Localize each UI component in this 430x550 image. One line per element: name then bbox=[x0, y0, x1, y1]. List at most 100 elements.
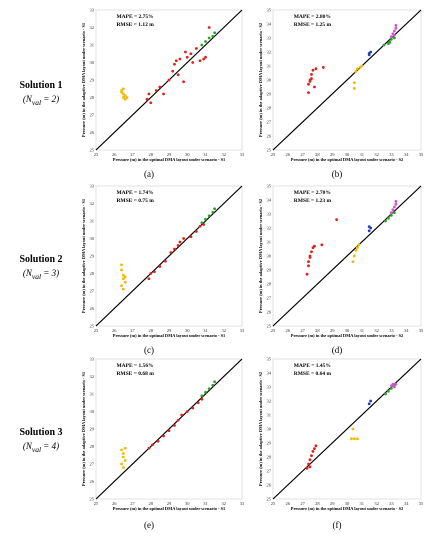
data-point-red bbox=[310, 250, 313, 254]
data-point-red bbox=[156, 439, 160, 443]
data-point-yellow bbox=[121, 96, 125, 99]
nval-label: (Nval = 3) bbox=[22, 268, 60, 281]
x-tick-label: 33 bbox=[240, 152, 245, 157]
data-point-yellow bbox=[353, 81, 356, 85]
data-point-yellow bbox=[125, 96, 129, 99]
data-point-yellow bbox=[121, 287, 125, 291]
x-tick-label: 25 bbox=[94, 328, 99, 333]
x-tick-label: 29 bbox=[330, 501, 335, 506]
y-tick-label: 33 bbox=[267, 212, 272, 217]
data-point-red bbox=[163, 259, 167, 263]
data-point-red bbox=[191, 406, 195, 410]
x-tick-label: 29 bbox=[167, 328, 172, 333]
x-tick-label: 31 bbox=[360, 152, 365, 157]
identity-line bbox=[272, 358, 422, 500]
x-tick-label: 34 bbox=[404, 328, 409, 333]
y-tick-label: 34 bbox=[267, 371, 272, 376]
y-tick-label: 28 bbox=[90, 271, 95, 276]
data-point-yellow bbox=[121, 87, 125, 91]
y-tick-label: 34 bbox=[267, 22, 272, 27]
x-tick-label: 25 bbox=[271, 152, 276, 157]
data-point-red bbox=[176, 73, 180, 77]
nval-label: (Nval = 4) bbox=[22, 441, 60, 454]
data-point-red bbox=[305, 466, 309, 470]
data-point-green bbox=[200, 221, 204, 225]
y-tick-label: 32 bbox=[90, 25, 95, 30]
data-point-red bbox=[307, 82, 310, 86]
data-point-red bbox=[145, 97, 149, 101]
data-point-yellow bbox=[355, 246, 359, 249]
data-point-yellow bbox=[355, 437, 359, 441]
x-axis-label: Pressure (m) in the optimal DMA layout u… bbox=[113, 506, 225, 511]
x-tick-label: 27 bbox=[130, 501, 135, 506]
x-tick-label: 31 bbox=[360, 501, 365, 506]
data-point-yellow bbox=[121, 277, 125, 281]
y-tick-label: 25 bbox=[267, 148, 272, 153]
x-tick-label: 31 bbox=[203, 152, 208, 157]
x-tick-label: 26 bbox=[112, 328, 117, 333]
y-tick-label: 28 bbox=[90, 444, 95, 449]
x-axis-label: Pressure (m) in the optimal DMA layout u… bbox=[113, 333, 225, 338]
y-tick-label: 33 bbox=[267, 36, 272, 41]
data-point-yellow bbox=[351, 427, 355, 431]
rmse-label: RMSE = 0.64 m bbox=[294, 371, 332, 377]
data-point-yellow bbox=[120, 268, 123, 272]
data-point-red bbox=[202, 57, 206, 61]
data-point-magenta bbox=[390, 35, 393, 38]
y-tick-label: 29 bbox=[90, 254, 95, 259]
data-point-yellow bbox=[353, 87, 356, 90]
y-tick-label: 32 bbox=[267, 50, 272, 55]
x-tick-label: 28 bbox=[149, 501, 154, 506]
data-point-magenta bbox=[394, 382, 398, 386]
data-point-blue bbox=[369, 399, 373, 403]
nval-label: (Nval = 2) bbox=[22, 94, 60, 107]
data-point-green bbox=[387, 216, 390, 220]
data-point-red bbox=[176, 418, 180, 422]
x-tick-label: 35 bbox=[419, 152, 424, 157]
data-point-red bbox=[167, 78, 171, 82]
y-tick-label: 33 bbox=[90, 8, 95, 13]
data-point-green bbox=[207, 36, 211, 40]
x-tick-label: 32 bbox=[222, 501, 227, 506]
y-tick-label: 27 bbox=[267, 469, 272, 474]
x-tick-label: 34 bbox=[404, 152, 409, 157]
caption-f: (f) bbox=[332, 520, 342, 530]
x-axis-label: Pressure (m) in the optimal DMA layout u… bbox=[291, 506, 403, 511]
data-point-yellow bbox=[353, 437, 356, 441]
data-point-red bbox=[307, 462, 310, 466]
x-tick-label: 32 bbox=[374, 152, 379, 157]
x-tick-label: 33 bbox=[240, 501, 245, 506]
data-point-magenta bbox=[391, 208, 395, 212]
data-point-red bbox=[158, 85, 162, 89]
scatter-panel-b: 25 26 27 28 29 30 31 32 33 34 35 25 26 27 28 29 30 31 32 33… bbox=[258, 8, 424, 163]
x-tick-label: 28 bbox=[315, 152, 320, 157]
data-point-yellow bbox=[360, 64, 364, 68]
data-point-red bbox=[182, 80, 185, 84]
mape-label: MAPE = 1.45% bbox=[294, 363, 331, 369]
data-point-magenta bbox=[394, 200, 398, 203]
y-tick-label: 30 bbox=[90, 236, 95, 241]
data-point-red bbox=[189, 235, 193, 239]
scatter-panel-d: 25 26 27 28 29 30 31 32 33 34 35 25 26 27 28 29 30 31 32 33… bbox=[258, 184, 424, 339]
solution-title: Solution 1 bbox=[19, 80, 63, 91]
y-tick-label: 27 bbox=[90, 462, 95, 467]
y-tick-label: 30 bbox=[90, 409, 95, 414]
y-axis-label: Pressure (m) in the adaptive DMA layout … bbox=[81, 372, 86, 486]
data-point-yellow bbox=[120, 462, 123, 466]
x-tick-label: 30 bbox=[345, 328, 350, 333]
data-point-red bbox=[314, 67, 318, 71]
data-point-yellow bbox=[351, 260, 355, 263]
x-axis-label: Pressure (m) in the optimal DMA layout u… bbox=[113, 157, 225, 162]
y-axis-label: Pressure (m) in the adaptive DMA layout … bbox=[258, 23, 263, 137]
data-point-red bbox=[308, 458, 312, 462]
data-point-red bbox=[147, 446, 151, 450]
data-point-red bbox=[198, 224, 202, 228]
x-tick-label: 26 bbox=[112, 152, 117, 157]
x-tick-label: 35 bbox=[419, 328, 424, 333]
x-axis-label: Pressure (m) in the optimal DMA layout u… bbox=[291, 157, 403, 162]
x-tick-label: 33 bbox=[389, 152, 394, 157]
data-point-magenta bbox=[391, 382, 395, 386]
y-tick-label: 32 bbox=[90, 201, 95, 206]
data-point-red bbox=[149, 272, 153, 275]
data-point-red bbox=[311, 68, 315, 72]
